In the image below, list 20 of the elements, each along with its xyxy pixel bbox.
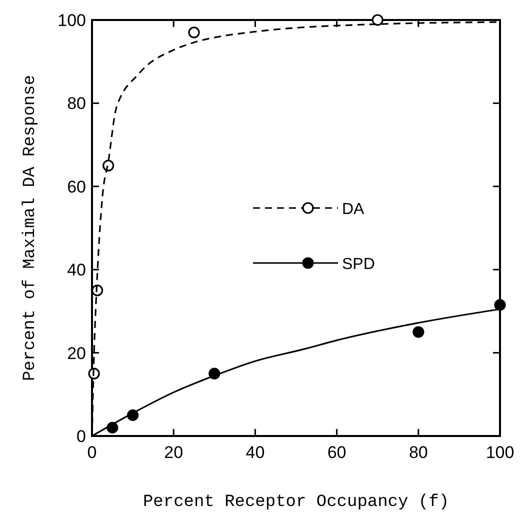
point <box>102 160 114 172</box>
y-tick-label: 20 <box>67 344 86 363</box>
y-axis-title: Percent of Maximal DA Response <box>21 74 40 382</box>
legend-label: SPD <box>342 256 375 273</box>
x-tick-label: 40 <box>246 443 265 462</box>
legend-label: DA <box>342 201 365 218</box>
x-tick-label: 60 <box>327 443 346 462</box>
y-tick-label: 0 <box>76 427 86 446</box>
x-tick-label: 80 <box>408 443 428 462</box>
y-tick-label: 80 <box>67 94 86 114</box>
point <box>412 326 424 338</box>
x-axis-title: Percent Receptor Occupancy (f) <box>142 493 450 512</box>
x-tick-label: 20 <box>164 443 184 462</box>
point <box>494 299 506 311</box>
point <box>188 26 200 38</box>
y-tick-label: 60 <box>67 177 86 196</box>
point <box>372 14 384 26</box>
y-tick-label: 100 <box>58 11 86 30</box>
x-tick-label: 100 <box>486 443 514 462</box>
y-tick-label: 40 <box>67 260 86 280</box>
